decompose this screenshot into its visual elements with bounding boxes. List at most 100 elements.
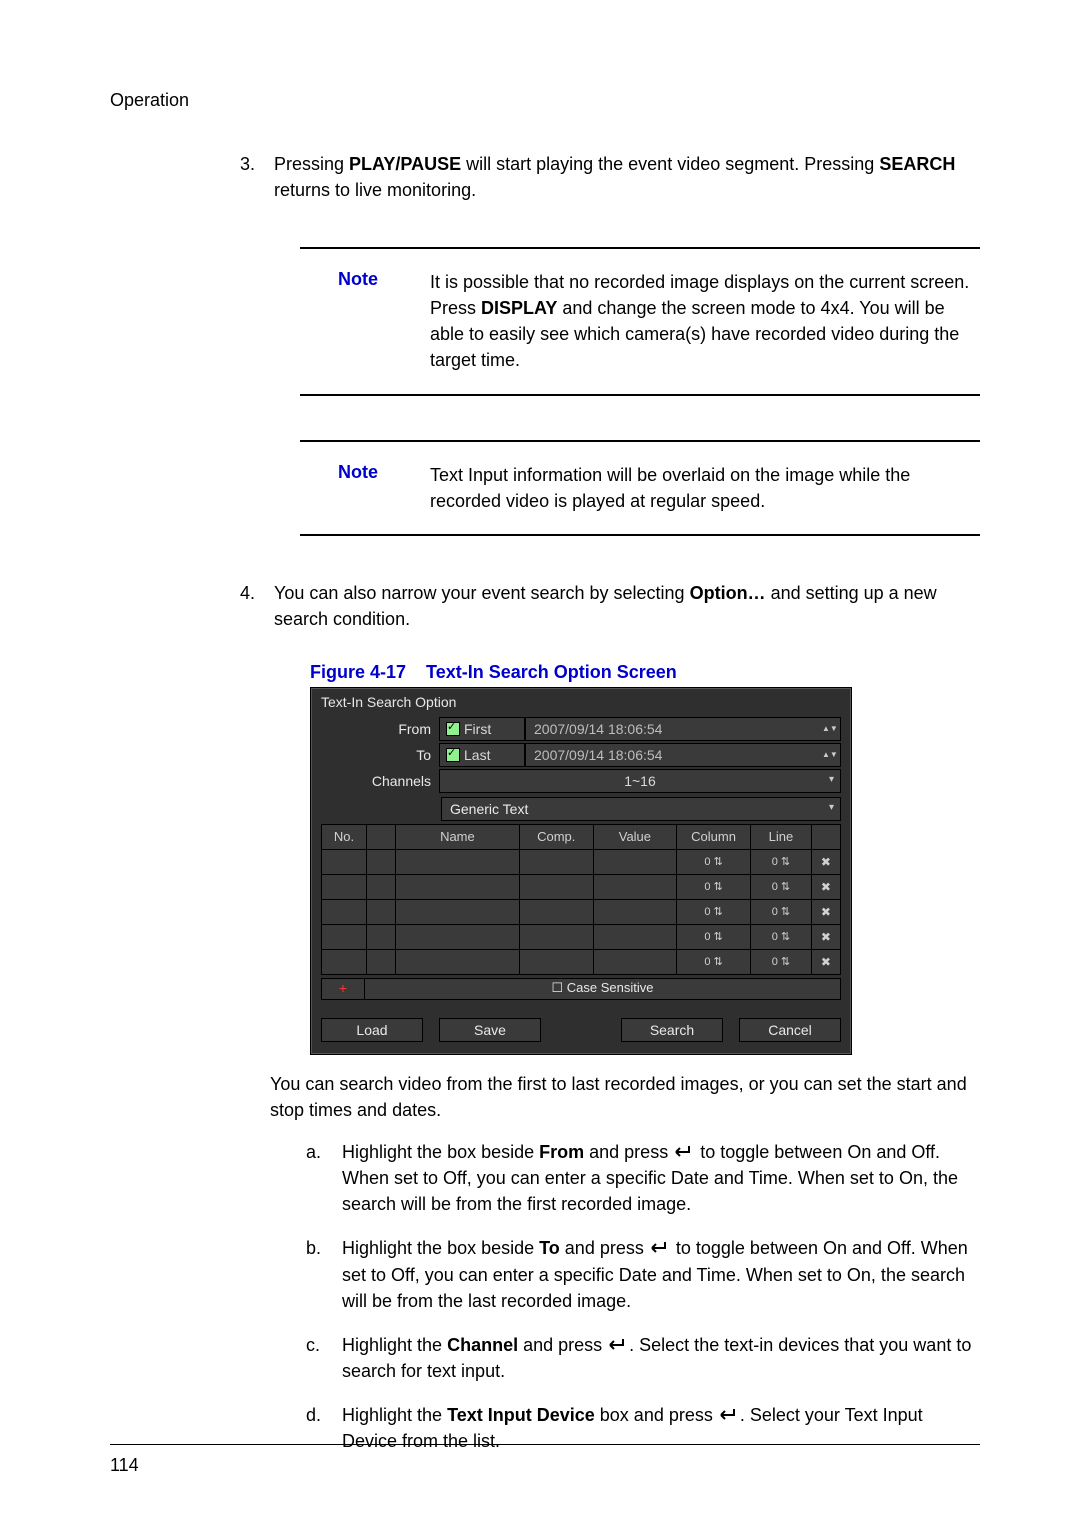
note-text: It is possible that no recorded image di… [430,269,970,373]
enter-icon [607,1337,629,1353]
note-label: Note [338,269,430,373]
step-3: 3. Pressing PLAY/PAUSE will start playin… [240,151,980,203]
sub-steps: a. Highlight the box beside From and pre… [306,1139,980,1454]
text: Highlight the box beside [342,1142,539,1162]
delete-row-button[interactable]: ✖ [811,899,840,924]
delete-row-button[interactable]: ✖ [811,924,840,949]
col-line: Line [751,824,812,849]
bold: DISPLAY [481,298,557,318]
table-row: 0 ⇅0 ⇅✖ [322,849,841,874]
to-datetime[interactable]: 2007/09/14 18:06:54 ▲▼ [525,743,841,767]
sub-step-b: b. Highlight the box beside To and press… [306,1235,980,1313]
step-4: 4. You can also narrow your event search… [240,580,980,632]
column-spinner[interactable]: 0 ⇅ [676,899,750,924]
list-letter: a. [306,1139,321,1165]
divider [300,394,980,396]
channels-value: 1~16 [624,773,656,789]
add-row-button[interactable]: + [321,978,365,1000]
bold: Option… [690,583,766,603]
enter-icon [718,1407,740,1423]
first-checkbox[interactable]: First [439,717,525,741]
delete-row-button[interactable]: ✖ [811,949,840,974]
bold: To [539,1238,560,1258]
sub-step-c: c. Highlight the Channel and press . Sel… [306,1332,980,1384]
channels-select[interactable]: 1~16 ▾ [439,769,841,793]
text: and press [584,1142,673,1162]
text: returns to live monitoring. [274,180,476,200]
device-select[interactable]: Generic Text ▾ [441,797,841,821]
enter-icon [649,1240,671,1256]
text: and press [518,1335,607,1355]
criteria-table: No. Name Comp. Value Column Line 0 ⇅0 ⇅✖… [321,824,841,975]
column-spinner[interactable]: 0 ⇅ [676,849,750,874]
footer-divider [110,1444,980,1445]
bold: SEARCH [879,154,955,174]
page-footer: 114 [110,1444,980,1476]
datetime-value: 2007/09/14 18:06:54 [534,747,662,763]
save-button[interactable]: Save [439,1018,541,1042]
table-row: 0 ⇅0 ⇅✖ [322,899,841,924]
line-spinner[interactable]: 0 ⇅ [751,899,812,924]
note-label: Note [338,462,430,514]
dropdown-icon: ▾ [829,774,834,785]
checkbox-label: First [464,721,491,737]
table-row: 0 ⇅0 ⇅✖ [322,874,841,899]
enter-icon [673,1144,695,1160]
search-button[interactable]: Search [621,1018,723,1042]
case-sensitive-checkbox[interactable]: ☐ Case Sensitive [365,978,841,1000]
table-header-row: No. Name Comp. Value Column Line [322,824,841,849]
list-letter: d. [306,1402,321,1428]
note-block-1: Note It is possible that no recorded ima… [300,247,980,395]
load-button[interactable]: Load [321,1018,423,1042]
delete-row-button[interactable]: ✖ [811,849,840,874]
text: and press [560,1238,649,1258]
to-label: To [321,743,439,767]
text: Highlight the box beside [342,1238,539,1258]
note-block-2: Note Text Input information will be over… [300,440,980,536]
sub-step-a: a. Highlight the box beside From and pre… [306,1139,980,1217]
figure-number: Figure 4-17 [310,662,406,682]
col-column: Column [676,824,750,849]
line-spinner[interactable]: 0 ⇅ [751,949,812,974]
last-checkbox[interactable]: Last [439,743,525,767]
from-datetime[interactable]: 2007/09/14 18:06:54 ▲▼ [525,717,841,741]
device-value: Generic Text [450,801,528,817]
col-name: Name [396,824,520,849]
textin-search-option-dialog: Text-In Search Option From First 2007/09… [310,687,852,1055]
dropdown-icon: ▾ [829,802,834,813]
table-row: 0 ⇅0 ⇅✖ [322,924,841,949]
column-spinner[interactable]: 0 ⇅ [676,949,750,974]
datetime-value: 2007/09/14 18:06:54 [534,721,662,737]
note-text: Text Input information will be overlaid … [430,462,970,514]
column-spinner[interactable]: 0 ⇅ [676,924,750,949]
table-row: 0 ⇅0 ⇅✖ [322,949,841,974]
delete-row-button[interactable]: ✖ [811,874,840,899]
line-spinner[interactable]: 0 ⇅ [751,874,812,899]
figure-caption: Figure 4-17 Text-In Search Option Screen [310,662,980,683]
list-letter: c. [306,1332,320,1358]
text: Highlight the [342,1335,447,1355]
cancel-button[interactable]: Cancel [739,1018,841,1042]
bold: Channel [447,1335,518,1355]
paragraph: You can search video from the first to l… [270,1071,980,1123]
column-spinner[interactable]: 0 ⇅ [676,874,750,899]
checkbox-label: Last [464,747,490,763]
spinner-icon[interactable]: ▲▼ [822,752,832,757]
line-spinner[interactable]: 0 ⇅ [751,849,812,874]
line-spinner[interactable]: 0 ⇅ [751,924,812,949]
check-icon [446,722,460,736]
divider [300,534,980,536]
section-header: Operation [110,90,980,111]
dialog-title: Text-In Search Option [311,688,851,716]
channels-label: Channels [321,769,439,793]
text: box and press [595,1405,718,1425]
list-number: 4. [240,580,255,606]
spinner-icon[interactable]: ▲▼ [822,726,832,731]
col-comp: Comp. [519,824,593,849]
page-number: 114 [110,1455,980,1476]
col-blank [366,824,395,849]
bold: From [539,1142,584,1162]
figure-title: Text-In Search Option Screen [426,662,677,682]
from-label: From [321,717,439,741]
list-letter: b. [306,1235,321,1261]
